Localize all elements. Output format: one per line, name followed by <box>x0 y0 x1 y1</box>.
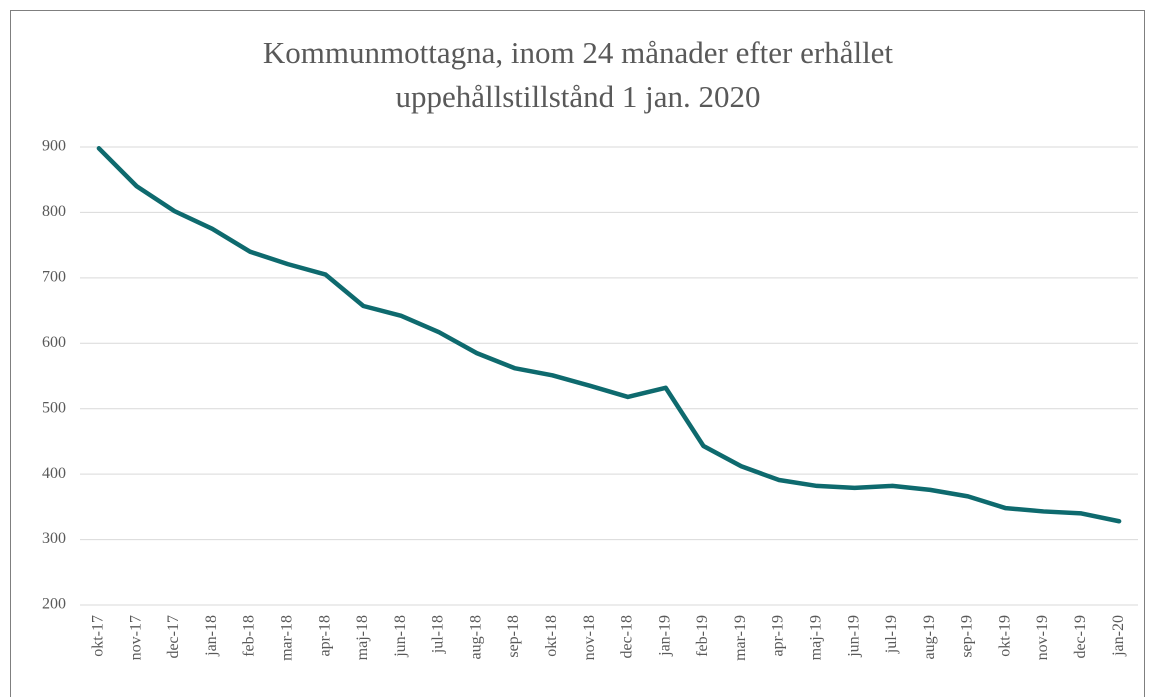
x-tick-label: jun-19 <box>845 615 862 658</box>
x-tick-label: dec-19 <box>1072 615 1089 659</box>
x-tick-label: aug-18 <box>467 615 484 659</box>
x-tick-label: okt-18 <box>543 615 560 657</box>
x-tick-label: okt-17 <box>90 615 107 657</box>
chart-frame <box>10 10 1145 697</box>
y-tick-label: 500 <box>42 399 66 416</box>
y-tick-label: 200 <box>42 596 66 613</box>
x-tick-label: maj-19 <box>807 615 824 660</box>
x-tick-label: jan-19 <box>656 615 673 657</box>
line-series <box>96 146 1122 524</box>
y-tick-label: 400 <box>42 465 66 482</box>
x-tick-label: feb-19 <box>694 615 711 657</box>
x-tick-label: feb-18 <box>241 615 258 657</box>
y-tick-label: 800 <box>42 203 66 220</box>
x-tick-label: nov-18 <box>581 615 598 660</box>
x-tick-label: aug-19 <box>921 615 938 659</box>
x-tick-label: mar-18 <box>278 615 295 661</box>
y-tick-label: 600 <box>42 334 66 351</box>
x-tick-label: mar-19 <box>732 615 749 661</box>
chart-title: uppehållstillstånd 1 jan. 2020 <box>395 79 760 114</box>
y-tick-label: 900 <box>42 138 66 155</box>
x-tick-label: jan-18 <box>203 615 220 657</box>
x-tick-label: sep-18 <box>505 615 522 658</box>
y-tick-label: 300 <box>42 530 66 547</box>
x-tick-label: jul-19 <box>883 615 900 654</box>
x-tick-label: okt-19 <box>996 615 1013 657</box>
x-tick-label: jul-18 <box>430 615 447 654</box>
x-tick-label: dec-18 <box>619 615 636 659</box>
x-tick-label: dec-17 <box>165 615 182 659</box>
chart-title: Kommunmottagna, inom 24 månader efter er… <box>263 35 894 70</box>
x-tick-label: apr-19 <box>770 615 787 656</box>
x-tick-label: maj-18 <box>354 615 371 660</box>
x-tick-label: sep-19 <box>959 615 976 658</box>
x-tick-label: nov-17 <box>127 615 144 660</box>
x-tick-label: jun-18 <box>392 615 409 658</box>
x-tick-label: nov-19 <box>1034 615 1051 660</box>
x-tick-label: apr-18 <box>316 615 333 656</box>
x-tick-label: jan-20 <box>1110 615 1127 657</box>
y-tick-label: 700 <box>42 269 66 286</box>
